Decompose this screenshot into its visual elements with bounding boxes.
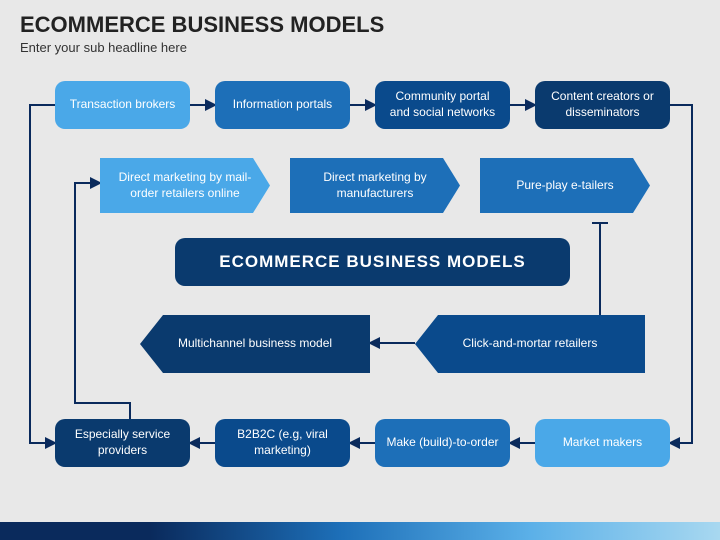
node-community-portal: Community portal and social networks	[375, 81, 510, 129]
node-b2b2c: B2B2C (e.g, viral marketing)	[215, 419, 350, 467]
node-content-creators: Content creators or disseminators	[535, 81, 670, 129]
node-direct-manufacturers: Direct marketing by manufacturers	[290, 158, 460, 213]
page-subtitle: Enter your sub headline here	[20, 40, 700, 55]
node-info-portals: Information portals	[215, 81, 350, 129]
header: ECOMMERCE BUSINESS MODELS Enter your sub…	[0, 0, 720, 63]
node-direct-mail-order: Direct marketing by mail-order retailers…	[100, 158, 270, 213]
page-title: ECOMMERCE BUSINESS MODELS	[20, 12, 700, 38]
node-service-providers: Especially service providers	[55, 419, 190, 467]
footer-gradient	[150, 522, 720, 540]
node-transaction-brokers: Transaction brokers	[55, 81, 190, 129]
node-make-to-order: Make (build)-to-order	[375, 419, 510, 467]
diagram: Transaction brokers Information portals …	[0, 63, 720, 523]
node-market-makers: Market makers	[535, 419, 670, 467]
node-center-title: ECOMMERCE BUSINESS MODELS	[175, 238, 570, 286]
node-click-mortar: Click-and-mortar retailers	[415, 315, 645, 373]
slide: ECOMMERCE BUSINESS MODELS Enter your sub…	[0, 0, 720, 540]
node-multichannel: Multichannel business model	[140, 315, 370, 373]
node-pure-play: Pure-play e-tailers	[480, 158, 650, 213]
